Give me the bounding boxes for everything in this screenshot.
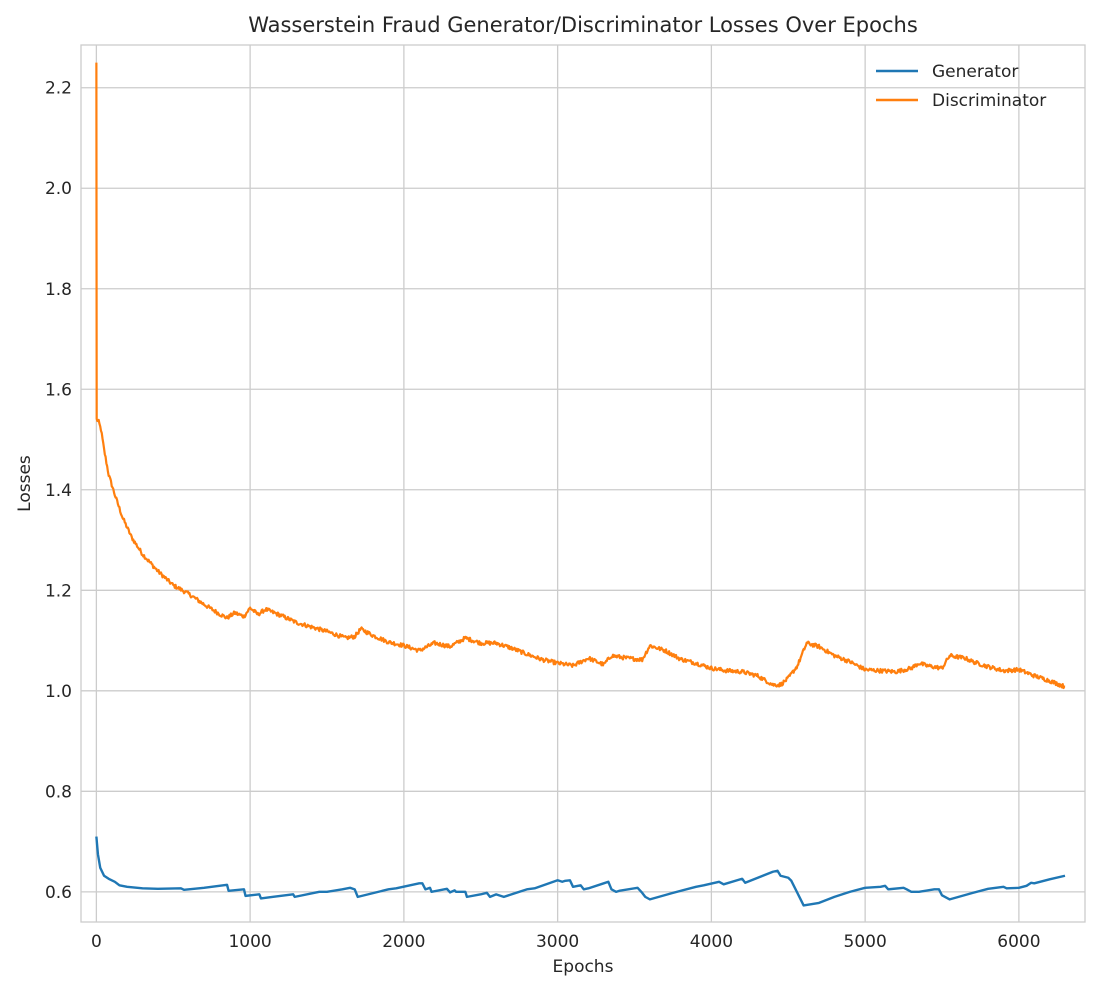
x-tick-labels: 0 1000 2000 3000 4000 5000 6000 bbox=[91, 932, 1041, 952]
x-tick-label: 6000 bbox=[997, 932, 1040, 952]
plot-frame bbox=[80, 44, 1086, 923]
x-tick-label: 4000 bbox=[690, 932, 733, 952]
series-line-discriminator bbox=[95, 62, 1066, 690]
y-tick-label: 2.0 bbox=[45, 179, 72, 199]
y-tick-label: 1.6 bbox=[45, 380, 72, 400]
legend: Generator Discriminator bbox=[876, 62, 1046, 111]
y-tick-label: 2.2 bbox=[45, 79, 72, 99]
x-gridlines bbox=[95, 45, 1020, 922]
series-layer bbox=[95, 62, 1066, 907]
x-tick-label: 5000 bbox=[844, 932, 887, 952]
y-tick-label: 1.0 bbox=[45, 682, 72, 702]
y-axis-title: Losses bbox=[15, 455, 35, 512]
legend-label-generator: Generator bbox=[932, 62, 1018, 82]
legend-label-discriminator: Discriminator bbox=[932, 91, 1046, 111]
x-tick-label: 0 bbox=[91, 932, 102, 952]
x-tick-label: 1000 bbox=[228, 932, 271, 952]
y-tick-label: 1.8 bbox=[45, 280, 72, 300]
y-tick-labels: 0.6 0.8 1.0 1.2 1.4 1.6 1.8 2.0 2.2 bbox=[45, 79, 72, 903]
y-tick-label: 1.4 bbox=[45, 481, 72, 501]
x-tick-label: 3000 bbox=[536, 932, 579, 952]
chart-title: Wasserstein Fraud Generator/Discriminato… bbox=[248, 13, 918, 37]
y-gridlines bbox=[81, 87, 1085, 893]
x-axis-title: Epochs bbox=[553, 957, 614, 977]
y-tick-label: 1.2 bbox=[45, 581, 72, 601]
x-tick-label: 2000 bbox=[382, 932, 425, 952]
series-line-generator bbox=[95, 836, 1066, 907]
y-tick-label: 0.6 bbox=[45, 883, 72, 903]
y-tick-label: 0.8 bbox=[45, 782, 72, 802]
